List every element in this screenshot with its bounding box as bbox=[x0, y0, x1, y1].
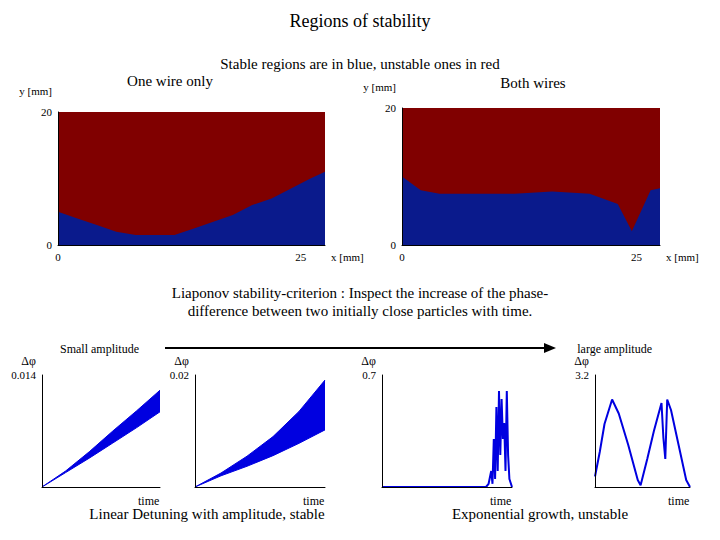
svg-text:y [mm]: y [mm] bbox=[19, 85, 52, 97]
svg-text:25: 25 bbox=[631, 251, 643, 263]
svg-text:0.7: 0.7 bbox=[362, 369, 376, 381]
svg-text:Δφ: Δφ bbox=[21, 354, 36, 368]
svg-text:0: 0 bbox=[55, 251, 61, 263]
svg-text:difference between two initial: difference between two initially close p… bbox=[188, 303, 533, 319]
svg-text:25: 25 bbox=[295, 251, 307, 263]
svg-text:Linear Detuning with amplitude: Linear Detuning with amplitude, stable bbox=[89, 506, 325, 522]
svg-text:0.014: 0.014 bbox=[11, 369, 36, 381]
svg-text:0.02: 0.02 bbox=[170, 369, 189, 381]
svg-text:20: 20 bbox=[41, 106, 53, 118]
svg-text:0: 0 bbox=[399, 251, 405, 263]
svg-text:One wire only: One wire only bbox=[127, 73, 213, 89]
svg-text:20: 20 bbox=[385, 102, 397, 114]
svg-text:Both wires: Both wires bbox=[500, 75, 566, 91]
svg-text:0: 0 bbox=[391, 239, 397, 251]
svg-text:3.2: 3.2 bbox=[575, 369, 589, 381]
svg-text:Liaponov stability-criterion :: Liaponov stability-criterion : Inspect t… bbox=[172, 285, 549, 301]
svg-text:time: time bbox=[303, 494, 325, 508]
svg-text:Exponential growth, unstable: Exponential growth, unstable bbox=[452, 506, 629, 522]
svg-text:Stable regions are in blue, un: Stable regions are in blue, unstable one… bbox=[220, 56, 500, 72]
svg-text:0: 0 bbox=[47, 239, 53, 251]
svg-text:Δφ: Δφ bbox=[574, 354, 589, 368]
svg-text:y [mm]: y [mm] bbox=[363, 81, 396, 93]
svg-text:x [mm]: x [mm] bbox=[331, 251, 364, 263]
svg-text:Δφ: Δφ bbox=[174, 354, 189, 368]
svg-text:time: time bbox=[138, 494, 160, 508]
svg-text:time: time bbox=[668, 494, 689, 508]
svg-text:Regions of stability: Regions of stability bbox=[290, 11, 431, 31]
svg-text:Δφ: Δφ bbox=[361, 354, 376, 368]
svg-text:large amplitude: large amplitude bbox=[577, 342, 652, 356]
svg-text:x [mm]: x [mm] bbox=[666, 251, 699, 263]
svg-text:time: time bbox=[490, 494, 512, 508]
svg-text:Small amplitude: Small amplitude bbox=[60, 342, 139, 356]
